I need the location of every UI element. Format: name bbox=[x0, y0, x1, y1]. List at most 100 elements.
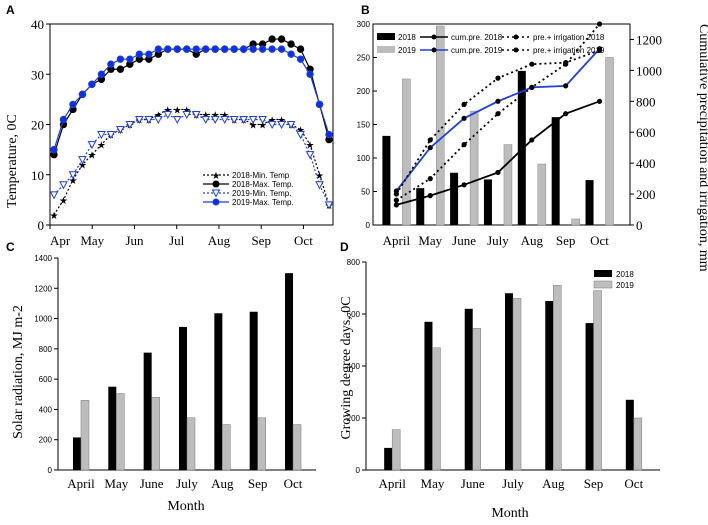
panel-a-point bbox=[258, 115, 267, 125]
panel-b-point bbox=[461, 182, 467, 188]
panel-a-point bbox=[125, 121, 135, 130]
panel-a-point bbox=[277, 35, 286, 43]
bar-2019 bbox=[292, 424, 302, 471]
bar-2018 bbox=[464, 308, 473, 470]
bar-2019 bbox=[432, 347, 441, 471]
x-tick-label: July bbox=[176, 476, 198, 491]
panel-a-y-tick-label: 30 bbox=[31, 67, 44, 82]
legend-entry: pre.+ irrigation 2019 bbox=[533, 46, 605, 55]
panel-b-bar-2019 bbox=[503, 144, 513, 226]
panel-a-point: ★ bbox=[249, 121, 258, 132]
panel-b-bar-2019 bbox=[605, 57, 614, 226]
panel-b-point bbox=[563, 83, 569, 89]
panel-a-point: ★ bbox=[163, 105, 172, 116]
panel-b-right-y-label: Cumulative precipitation and irrigation,… bbox=[696, 24, 708, 272]
panel-a-letter: A bbox=[6, 3, 15, 17]
bar-2019 bbox=[222, 424, 231, 471]
panel-b-point bbox=[393, 191, 399, 197]
panel-a-x-tick-label: Sep bbox=[251, 233, 271, 248]
panel-a-point bbox=[220, 115, 230, 125]
panel-b-bar-2018 bbox=[517, 70, 526, 226]
legend-marker bbox=[431, 34, 437, 40]
panel-b-x-tick-label: July bbox=[487, 233, 509, 248]
panel-a-point: ★ bbox=[59, 196, 68, 207]
panel-a-series-line bbox=[53, 38, 330, 155]
panel-a-series-line bbox=[53, 48, 330, 150]
y-tick-label: 0 bbox=[48, 466, 53, 475]
legend-marker bbox=[513, 34, 519, 40]
panel-b-point bbox=[495, 98, 501, 104]
panel-b-point bbox=[529, 61, 535, 67]
panel-a-point bbox=[211, 45, 219, 53]
legend-entry: cum.pre. 2018 bbox=[451, 33, 503, 42]
y-tick-label: 800 bbox=[347, 258, 361, 267]
panel-a-point bbox=[183, 45, 191, 53]
panel-b-right-tick-label: 1200 bbox=[636, 32, 662, 47]
panel-a-point: ★ bbox=[154, 110, 163, 121]
panel-b-point bbox=[427, 145, 433, 151]
panel-a-point bbox=[192, 45, 200, 53]
panel-a-point bbox=[315, 100, 324, 109]
y-tick-label: 1200 bbox=[34, 284, 52, 293]
panel-a-point bbox=[220, 45, 229, 53]
panel-a-point bbox=[116, 65, 125, 73]
panel-b-point bbox=[427, 176, 433, 182]
panel-a-point bbox=[69, 100, 77, 109]
legend-marker bbox=[211, 189, 221, 198]
legend-entry: 2019-Min. Temp. bbox=[232, 189, 291, 198]
panel-b-x-tick-label: May bbox=[418, 233, 442, 248]
bar-2018 bbox=[625, 399, 634, 470]
panel-a-point bbox=[306, 70, 314, 78]
panel-b-bar-2018 bbox=[382, 135, 391, 225]
panel-a-point bbox=[59, 115, 68, 124]
panel-b-x-tick-label: June bbox=[452, 233, 476, 248]
bar-2019 bbox=[553, 285, 562, 471]
bar-2019 bbox=[593, 290, 602, 471]
panel-b-point bbox=[596, 21, 603, 27]
panel-b-point bbox=[427, 193, 433, 199]
panel-a-point bbox=[78, 90, 87, 99]
bar-2018 bbox=[143, 352, 152, 470]
panel-a-point bbox=[78, 156, 87, 165]
panel-b-left-tick-label: 250 bbox=[357, 54, 371, 63]
panel-b-left-tick-label: 300 bbox=[357, 20, 371, 29]
panel-a-point: ★ bbox=[277, 115, 286, 126]
x-tick-label: June bbox=[461, 476, 485, 491]
panel-a-point: ★ bbox=[296, 126, 305, 137]
bar-2018 bbox=[249, 311, 258, 470]
x-tick-label: Aug bbox=[211, 476, 234, 491]
legend-entry: 2018-Max. Temp. bbox=[232, 180, 294, 189]
panel-a-point bbox=[239, 45, 248, 53]
panel-b-x-tick-label: April bbox=[383, 233, 411, 248]
y-tick-label: 1400 bbox=[34, 254, 52, 263]
bar-2019 bbox=[512, 298, 522, 471]
panel-a-point bbox=[267, 121, 277, 130]
panel-b-bar-2019 bbox=[402, 78, 411, 226]
panel-b-right-tick-label: 400 bbox=[636, 156, 656, 171]
y-tick-label: 800 bbox=[39, 345, 53, 354]
bar-2018 bbox=[545, 301, 554, 470]
panel-b-bar-2018 bbox=[551, 117, 560, 225]
panel-a-x-tick-label: Oct bbox=[294, 233, 313, 248]
panel-d: D 0 200 400 600 800 April May June July Aug Sep Oct… bbox=[339, 240, 660, 521]
legend-entry: pre.+ irrigation 2018 bbox=[533, 33, 605, 42]
panel-a-x-tick-label: Apr bbox=[50, 233, 71, 248]
panel-b-letter: B bbox=[361, 3, 370, 17]
y-tick-label: 400 bbox=[347, 362, 361, 371]
panel-b-right-tick-label: 800 bbox=[636, 94, 656, 109]
panel-a-point bbox=[145, 50, 153, 58]
y-tick-label: 0 bbox=[356, 466, 361, 475]
panel-b-left-tick-label: 200 bbox=[357, 87, 371, 96]
panel-b-bar-2018 bbox=[483, 179, 492, 225]
bar-2018 bbox=[424, 321, 433, 470]
panel-a-point: ★ bbox=[220, 110, 229, 121]
panel-a-point bbox=[296, 55, 305, 63]
panel-a-point bbox=[59, 181, 68, 190]
panel-b-bar-2018 bbox=[585, 180, 594, 225]
panel-a-point bbox=[191, 110, 201, 120]
legend-swatch-2019 bbox=[377, 46, 395, 53]
bar-2018 bbox=[72, 437, 81, 470]
panel-a-point: ★ bbox=[306, 141, 315, 152]
